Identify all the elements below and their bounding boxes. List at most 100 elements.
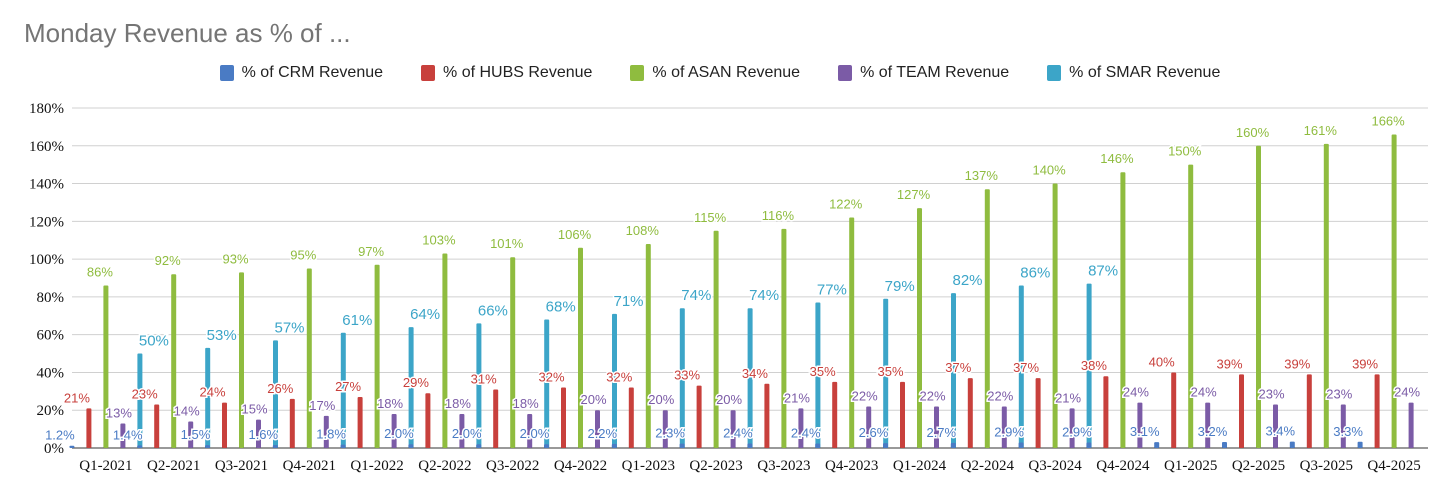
bar-ofsmarrevenue (273, 340, 278, 448)
y-tick-label: 120% (29, 214, 64, 230)
legend-item-smar[interactable]: % of SMAR Revenue (1047, 64, 1220, 82)
data-label: 160% (1236, 125, 1270, 140)
data-label: 34% (742, 366, 768, 381)
bar-ofcrmrevenue (476, 444, 482, 448)
data-label: 24% (1394, 385, 1420, 400)
legend-item-hubs[interactable]: % of HUBS Revenue (421, 64, 592, 82)
data-label: 20% (716, 392, 742, 407)
x-tick-label: Q2-2023 (689, 458, 742, 474)
legend-item-crm[interactable]: % of CRM Revenue (219, 64, 383, 82)
data-label: 35% (810, 364, 836, 379)
bar-ofteamrevenue (730, 410, 736, 448)
x-tick-label: Q3-2023 (757, 458, 810, 474)
data-label: 22% (852, 388, 878, 403)
bar-ofteamrevenue (595, 410, 600, 448)
data-label: 61% (342, 312, 372, 329)
data-label: 74% (749, 287, 779, 304)
data-label: 39% (1216, 356, 1242, 371)
bar-ofhubsrevenue (357, 397, 363, 448)
data-label: 146% (1100, 151, 1134, 166)
bar-ofteamrevenue (459, 414, 465, 448)
bar-ofhubsrevenue (1035, 378, 1041, 448)
y-tick-label: 0% (44, 441, 64, 457)
bar-ofhubsrevenue (561, 387, 566, 448)
data-label: 32% (538, 370, 564, 385)
data-label: 2.9% (1062, 425, 1092, 440)
chart-legend: % of CRM Revenue % of HUBS Revenue % of … (0, 64, 1456, 82)
bar-ofhubsrevenue (696, 385, 702, 448)
bar-ofteamrevenue (527, 414, 533, 448)
data-label: 116% (762, 208, 795, 223)
data-label: 1.4% (113, 427, 143, 442)
bar-ofcrmrevenue (205, 445, 210, 448)
y-tick-label: 160% (29, 139, 64, 155)
bar-ofhubsrevenue (425, 393, 431, 448)
data-label: 50% (139, 333, 169, 350)
data-label: 3.2% (1198, 424, 1228, 439)
data-label: 92% (155, 253, 181, 268)
data-label: 40% (1149, 354, 1175, 369)
bar-ofasanrevenue (917, 208, 922, 448)
data-label: 21% (1055, 390, 1081, 405)
legend-swatch-team (838, 65, 853, 81)
data-label: 38% (1081, 358, 1107, 373)
bar-ofhubsrevenue (832, 381, 838, 448)
bar-ofhubsrevenue (154, 404, 160, 448)
data-label: 161% (1304, 123, 1338, 138)
data-label: 86% (1020, 265, 1050, 282)
data-label: 21% (64, 390, 90, 405)
bar-ofhubsrevenue (900, 381, 905, 448)
data-label: 3.1% (1130, 424, 1160, 439)
bar-ofsmarrevenue (883, 298, 889, 448)
x-tick-label: Q1-2023 (622, 458, 675, 474)
bar-ofhubsrevenue (493, 389, 499, 448)
data-label: 2.3% (655, 426, 685, 441)
data-label: 37% (945, 360, 971, 375)
x-tick-label: Q4-2025 (1367, 458, 1420, 474)
y-tick-label: 180% (29, 101, 64, 117)
data-label: 66% (478, 302, 508, 319)
bar-ofteamrevenue (798, 408, 804, 448)
bar-ofhubsrevenue (1239, 374, 1244, 448)
data-label: 108% (626, 223, 660, 238)
bar-ofsmarrevenue (476, 323, 482, 448)
bar-ofhubsrevenue (86, 408, 92, 448)
legend-swatch-smar (1047, 65, 1062, 81)
bar-ofasanrevenue (1120, 172, 1126, 448)
data-label: 122% (829, 197, 863, 212)
data-label: 33% (674, 368, 700, 383)
data-label: 82% (952, 272, 982, 289)
data-label: 2.0% (452, 426, 482, 441)
legend-item-asan[interactable]: % of ASAN Revenue (630, 64, 800, 82)
bar-ofcrmrevenue (340, 444, 346, 448)
data-label: 166% (1371, 113, 1405, 128)
bar-ofasanrevenue (1256, 145, 1261, 448)
data-label: 115% (694, 210, 727, 225)
bar-ofcrmrevenue (408, 444, 414, 448)
data-label: 68% (546, 299, 576, 316)
bar-ofsmarrevenue (340, 332, 346, 448)
bar-ofhubsrevenue (1171, 372, 1177, 448)
data-label: 2.2% (587, 426, 617, 441)
bar-ofsmarrevenue (544, 319, 550, 448)
bar-ofhubsrevenue (628, 387, 634, 448)
bar-ofasanrevenue (374, 264, 380, 448)
data-label: 23% (1258, 387, 1284, 402)
y-tick-label: 20% (37, 403, 65, 419)
bar-ofasanrevenue (442, 253, 448, 448)
bar-ofhubsrevenue (289, 398, 295, 448)
data-label: 86% (87, 265, 113, 280)
x-tick-label: Q3-2025 (1300, 458, 1353, 474)
bar-ofcrmrevenue (1222, 441, 1227, 448)
data-label: 32% (606, 370, 632, 385)
bar-ofasanrevenue (781, 228, 787, 448)
bar-ofcrmrevenue (747, 443, 753, 448)
bar-ofcrmrevenue (69, 445, 75, 448)
data-label: 15% (241, 402, 267, 417)
bar-ofcrmrevenue (544, 444, 549, 448)
bar-ofcrmrevenue (1289, 441, 1295, 448)
bar-ofasanrevenue (171, 274, 177, 448)
legend-label-asan: % of ASAN Revenue (652, 64, 801, 81)
legend-item-team[interactable]: % of TEAM Revenue (838, 64, 1009, 82)
